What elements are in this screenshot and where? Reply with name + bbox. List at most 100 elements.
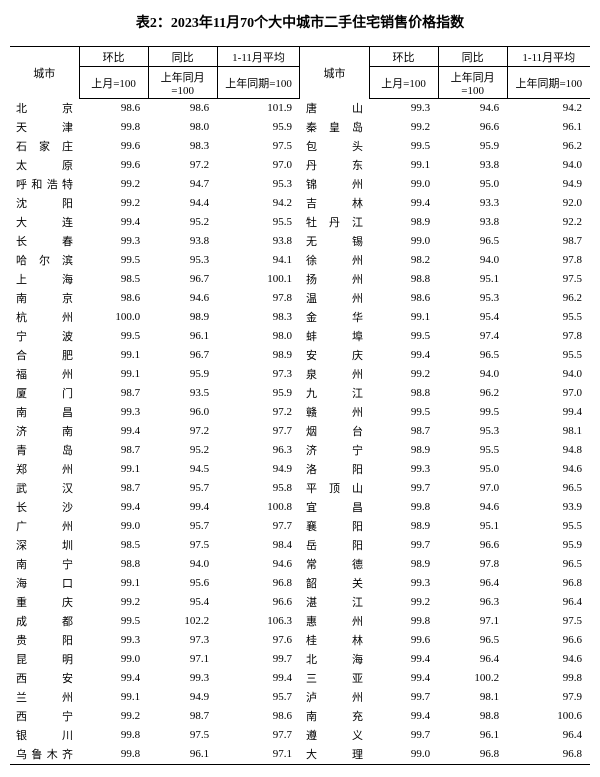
city-cell: 杭州 bbox=[10, 308, 79, 327]
city-cell: 宁波 bbox=[10, 327, 79, 346]
yoy-cell: 98.7 bbox=[148, 707, 217, 726]
mom-cell: 99.2 bbox=[369, 365, 438, 384]
mom-cell: 99.4 bbox=[369, 669, 438, 688]
table-row: 沈阳99.294.494.2吉林99.493.392.0 bbox=[10, 194, 590, 213]
yoy-cell: 98.1 bbox=[438, 688, 507, 707]
yoy-cell: 93.8 bbox=[438, 156, 507, 175]
yoy-cell: 94.9 bbox=[148, 688, 217, 707]
mom-cell: 98.6 bbox=[369, 289, 438, 308]
mom-cell: 99.5 bbox=[369, 403, 438, 422]
yoy-cell: 94.4 bbox=[148, 194, 217, 213]
table-row: 宁波99.596.198.0蚌埠99.597.497.8 bbox=[10, 327, 590, 346]
avg-cell: 95.9 bbox=[217, 384, 300, 403]
city-cell: 洛阳 bbox=[300, 460, 369, 479]
header-yoy: 同比 bbox=[438, 47, 507, 67]
yoy-cell: 94.0 bbox=[148, 555, 217, 574]
yoy-cell: 94.6 bbox=[148, 289, 217, 308]
yoy-cell: 96.7 bbox=[148, 270, 217, 289]
avg-cell: 98.9 bbox=[217, 346, 300, 365]
table-row: 南昌99.396.097.2赣州99.599.599.4 bbox=[10, 403, 590, 422]
mom-cell: 99.4 bbox=[369, 346, 438, 365]
yoy-cell: 95.1 bbox=[438, 270, 507, 289]
city-cell: 成都 bbox=[10, 612, 79, 631]
yoy-cell: 98.8 bbox=[438, 707, 507, 726]
table-row: 武汉98.795.795.8平顶山99.797.096.5 bbox=[10, 479, 590, 498]
avg-cell: 96.6 bbox=[217, 593, 300, 612]
mom-cell: 99.2 bbox=[369, 593, 438, 612]
mom-cell: 99.2 bbox=[79, 593, 148, 612]
yoy-cell: 96.5 bbox=[438, 631, 507, 650]
mom-cell: 99.7 bbox=[369, 726, 438, 745]
table-row: 上海98.596.7100.1扬州98.895.197.5 bbox=[10, 270, 590, 289]
table-row: 重庆99.295.496.6湛江99.296.396.4 bbox=[10, 593, 590, 612]
mom-cell: 99.1 bbox=[79, 574, 148, 593]
avg-cell: 92.2 bbox=[507, 213, 590, 232]
avg-cell: 98.7 bbox=[507, 232, 590, 251]
avg-cell: 96.5 bbox=[507, 479, 590, 498]
mom-cell: 99.5 bbox=[79, 251, 148, 270]
avg-cell: 93.8 bbox=[217, 232, 300, 251]
header-yoy: 同比 bbox=[148, 47, 217, 67]
city-cell: 大理 bbox=[300, 745, 369, 765]
city-cell: 北京 bbox=[10, 99, 79, 118]
city-cell: 西安 bbox=[10, 669, 79, 688]
avg-cell: 94.2 bbox=[507, 99, 590, 118]
mom-cell: 99.0 bbox=[79, 517, 148, 536]
mom-cell: 98.8 bbox=[79, 555, 148, 574]
header-avg-sub: 上年同期=100 bbox=[217, 67, 300, 99]
avg-cell: 94.0 bbox=[507, 365, 590, 384]
table-row: 哈尔滨99.595.394.1徐州98.294.097.8 bbox=[10, 251, 590, 270]
mom-cell: 99.3 bbox=[369, 99, 438, 118]
mom-cell: 98.8 bbox=[369, 270, 438, 289]
city-cell: 长春 bbox=[10, 232, 79, 251]
header-mom-sub: 上月=100 bbox=[369, 67, 438, 99]
yoy-cell: 96.6 bbox=[438, 536, 507, 555]
mom-cell: 98.7 bbox=[79, 384, 148, 403]
mom-cell: 99.2 bbox=[79, 707, 148, 726]
city-cell: 秦皇岛 bbox=[300, 118, 369, 137]
table-row: 厦门98.793.595.9九江98.896.297.0 bbox=[10, 384, 590, 403]
mom-cell: 99.8 bbox=[79, 118, 148, 137]
table-row: 南宁98.894.094.6常德98.997.896.5 bbox=[10, 555, 590, 574]
city-cell: 唐山 bbox=[300, 99, 369, 118]
yoy-cell: 97.5 bbox=[148, 536, 217, 555]
city-cell: 平顶山 bbox=[300, 479, 369, 498]
mom-cell: 99.0 bbox=[79, 650, 148, 669]
header-mom: 环比 bbox=[79, 47, 148, 67]
avg-cell: 99.4 bbox=[217, 669, 300, 688]
city-cell: 牡丹江 bbox=[300, 213, 369, 232]
mom-cell: 99.4 bbox=[79, 422, 148, 441]
city-cell: 襄阳 bbox=[300, 517, 369, 536]
header-yoy-sub: 上年同月=100 bbox=[148, 67, 217, 99]
city-cell: 银川 bbox=[10, 726, 79, 745]
avg-cell: 94.9 bbox=[217, 460, 300, 479]
city-cell: 海口 bbox=[10, 574, 79, 593]
city-cell: 湛江 bbox=[300, 593, 369, 612]
yoy-cell: 96.1 bbox=[438, 726, 507, 745]
yoy-cell: 96.7 bbox=[148, 346, 217, 365]
avg-cell: 97.0 bbox=[507, 384, 590, 403]
yoy-cell: 93.8 bbox=[148, 232, 217, 251]
city-cell: 宜昌 bbox=[300, 498, 369, 517]
yoy-cell: 96.0 bbox=[148, 403, 217, 422]
mom-cell: 99.4 bbox=[79, 498, 148, 517]
city-cell: 泉州 bbox=[300, 365, 369, 384]
yoy-cell: 95.5 bbox=[438, 441, 507, 460]
mom-cell: 99.1 bbox=[369, 156, 438, 175]
table-row: 贵阳99.397.397.6桂林99.696.596.6 bbox=[10, 631, 590, 650]
mom-cell: 99.1 bbox=[79, 346, 148, 365]
yoy-cell: 96.1 bbox=[148, 745, 217, 765]
mom-cell: 99.2 bbox=[369, 118, 438, 137]
table-row: 杭州100.098.998.3金华99.195.495.5 bbox=[10, 308, 590, 327]
avg-cell: 97.3 bbox=[217, 365, 300, 384]
mom-cell: 98.9 bbox=[369, 517, 438, 536]
avg-cell: 94.6 bbox=[507, 460, 590, 479]
yoy-cell: 95.4 bbox=[148, 593, 217, 612]
avg-cell: 97.5 bbox=[507, 270, 590, 289]
avg-cell: 97.6 bbox=[217, 631, 300, 650]
avg-cell: 96.6 bbox=[507, 631, 590, 650]
mom-cell: 99.4 bbox=[79, 669, 148, 688]
yoy-cell: 97.2 bbox=[148, 156, 217, 175]
city-cell: 长沙 bbox=[10, 498, 79, 517]
city-cell: 南充 bbox=[300, 707, 369, 726]
